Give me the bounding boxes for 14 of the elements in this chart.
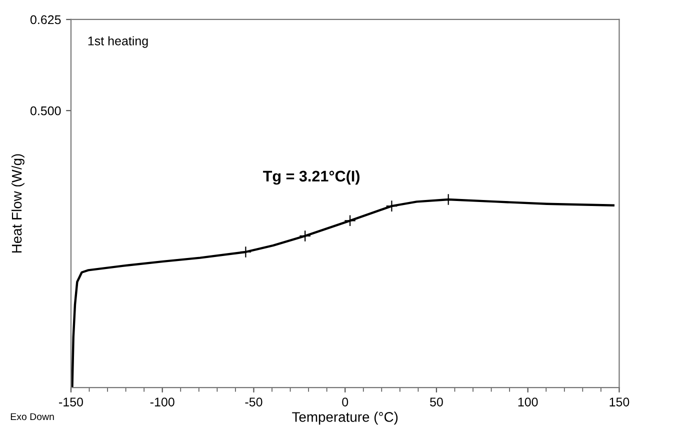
x-tick-label: 50	[430, 398, 443, 406]
y-axis-title: Heat Flow (W/g)	[11, 154, 24, 253]
y-tick-label: 0.625	[30, 15, 61, 24]
x-tick-label: -150	[59, 398, 83, 406]
x-tick-label: 150	[610, 398, 630, 406]
x-tick-label: 0	[342, 398, 348, 406]
x-axis-title: Temperature (°C)	[292, 412, 398, 425]
x-tick-label: 100	[518, 398, 538, 406]
text: Exo Down	[10, 413, 54, 420]
y-tick-label: 0.500	[30, 106, 61, 116]
x-tick-label: -100	[150, 398, 174, 406]
x-tick-label: -50	[245, 398, 262, 406]
annotation: 1st heating	[88, 36, 148, 48]
annotation: Tg = 3.21°C(I)	[263, 170, 360, 185]
